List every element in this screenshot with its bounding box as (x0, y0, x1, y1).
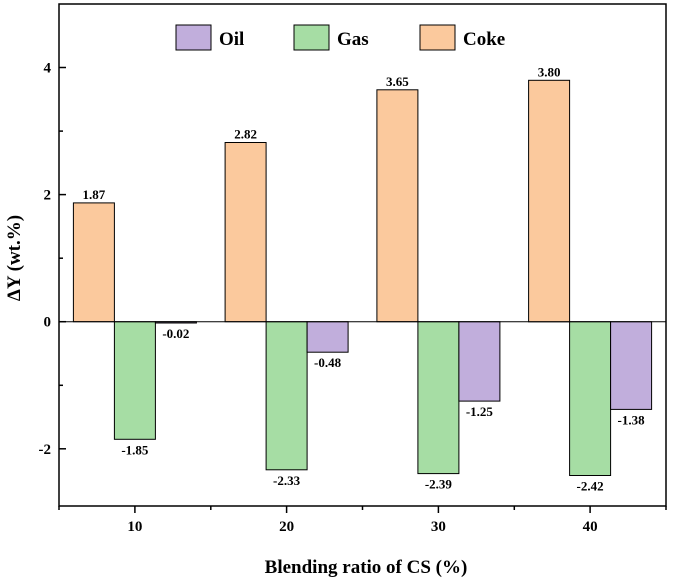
bar-gas-20 (265, 321, 308, 471)
legend-label-oil: Oil (219, 29, 244, 50)
x-tick-label-40: 40 (583, 519, 598, 535)
data-label-coke-20: 2.82 (234, 127, 257, 142)
legend-label-gas: Gas (337, 29, 369, 50)
x-tick-label-30: 30 (431, 519, 446, 535)
bar-coke-30 (376, 89, 419, 323)
bar-gas-40 (569, 321, 612, 477)
x-tick-label-10: 10 (127, 519, 142, 535)
bars-layer (72, 79, 653, 477)
bar-gas-30 (417, 321, 460, 475)
data-label-oil-30: -1.25 (466, 404, 494, 419)
legend-swatch-coke (419, 24, 456, 51)
data-label-gas-20: -2.33 (273, 473, 301, 488)
data-label-coke-40: 3.80 (538, 64, 561, 79)
data-label-coke-30: 3.65 (386, 74, 409, 89)
data-label-oil-40: -1.38 (618, 412, 646, 427)
y-tick-label: 0 (44, 315, 52, 331)
data-label-coke-10: 1.87 (83, 187, 106, 202)
data-label-gas-10: -1.85 (121, 442, 149, 457)
bar-oil-30 (458, 321, 501, 402)
data-label-gas-30: -2.39 (425, 477, 453, 492)
y-tick-label: -2 (39, 442, 52, 458)
y-axis-title: ΔY (wt.%) (4, 215, 25, 301)
y-tick-label: 2 (44, 188, 52, 204)
x-axis-title: Blending ratio of CS (%) (265, 557, 468, 578)
bar-coke-40 (528, 79, 571, 323)
legend: Oil Gas Coke (175, 24, 505, 51)
legend-swatch-gas (293, 24, 330, 51)
bar-coke-10 (72, 202, 115, 323)
bar-oil-40 (610, 321, 653, 410)
bar-oil-20 (306, 321, 349, 353)
axes-layer: -2 0 2 4 10 20 30 40 (39, 3, 667, 535)
data-label-gas-40: -2.42 (577, 479, 604, 494)
data-label-oil-20: -0.48 (314, 355, 342, 370)
bar-gas-10 (113, 321, 156, 440)
x-tick-label-20: 20 (279, 519, 294, 535)
legend-label-coke: Coke (463, 29, 505, 50)
data-label-oil-10: -0.02 (162, 326, 189, 341)
data-labels-layer: 1.87 2.82 3.65 3.80 -1.85 -2.33 -2.39 -2.42 -0.0… (83, 64, 646, 493)
bar-coke-20 (224, 142, 267, 323)
y-tick-label: 4 (44, 61, 52, 77)
legend-swatch-oil (175, 24, 212, 51)
